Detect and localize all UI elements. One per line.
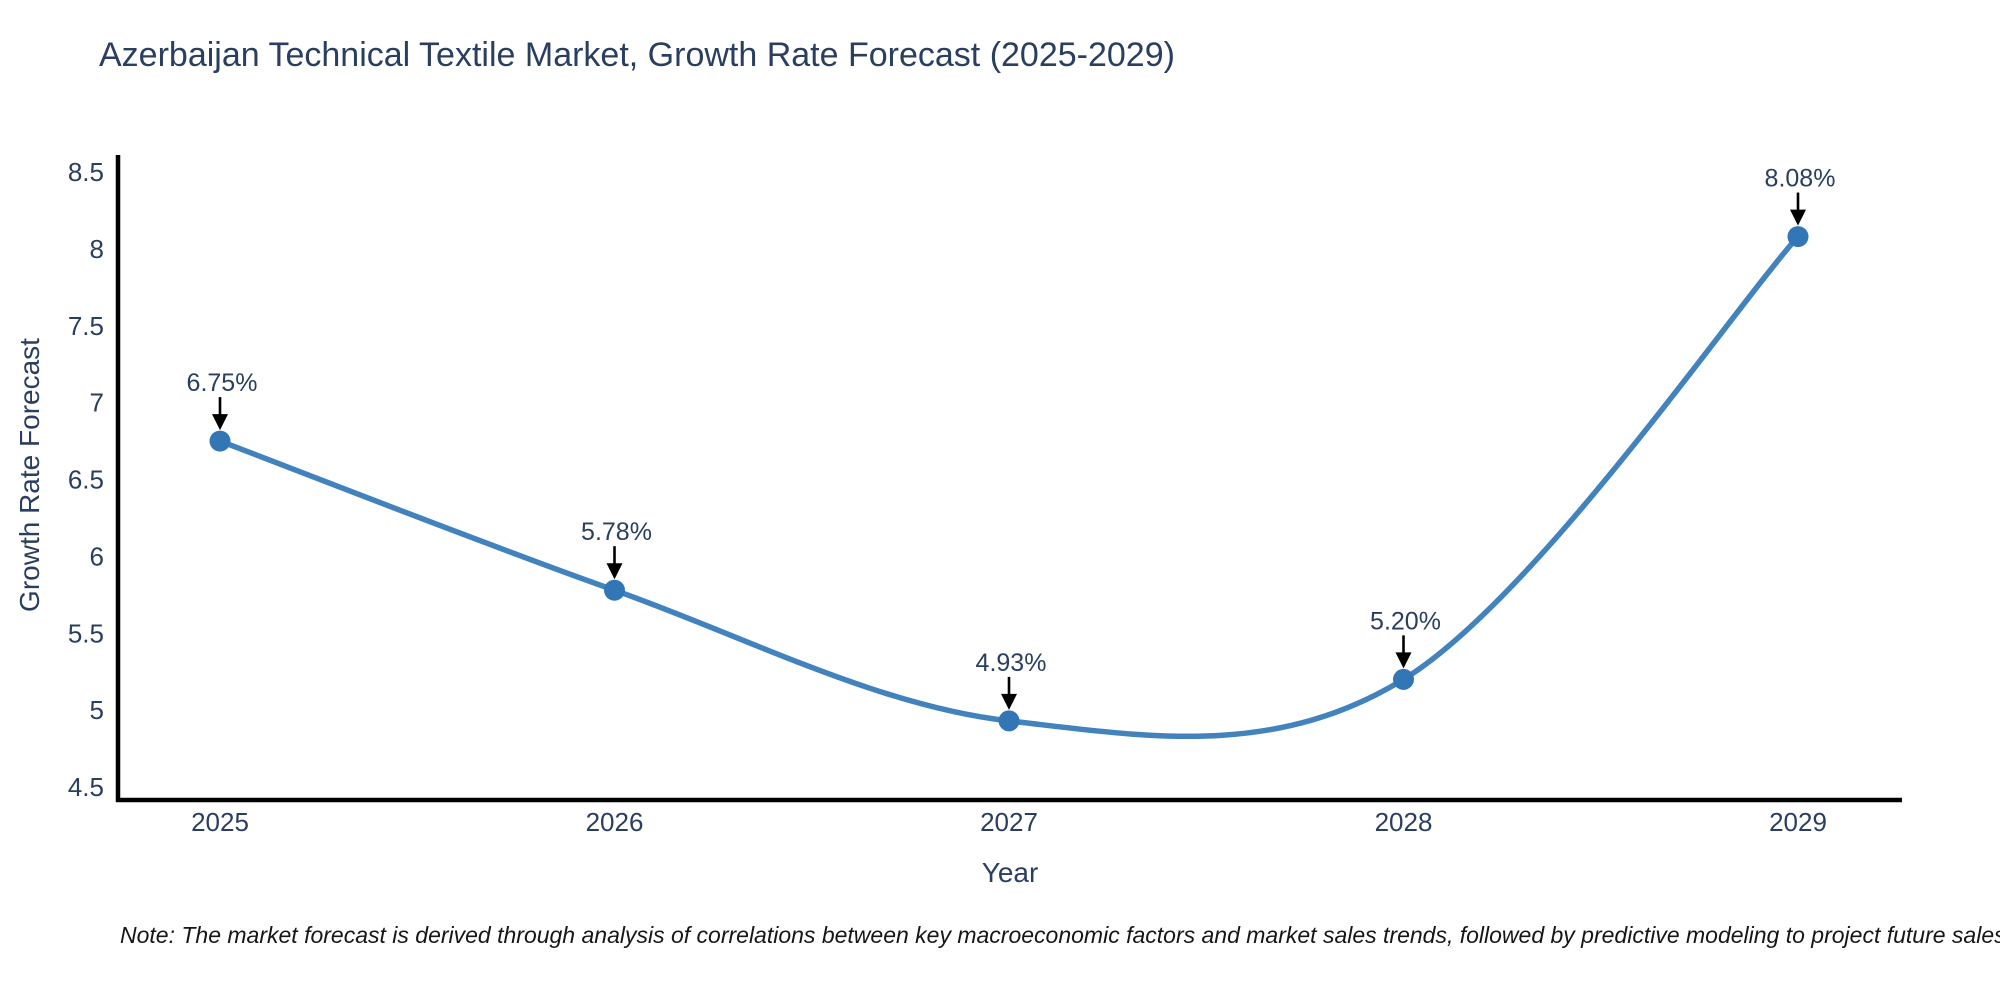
data-point-marker[interactable] (209, 430, 231, 452)
y-tick-label: 5.5 (68, 618, 104, 648)
x-tick-label: 2025 (191, 807, 249, 837)
annotation-label: 8.08% (1765, 165, 1836, 193)
footnote: Note: The market forecast is derived thr… (120, 922, 2000, 948)
annotation-arrowhead-icon (1395, 652, 1412, 669)
x-tick-label: 2028 (1375, 807, 1433, 837)
series-line[interactable] (217, 233, 1801, 739)
y-tick-label: 7 (90, 388, 104, 418)
y-tick-label: 6.5 (68, 465, 104, 495)
y-tick-label: 8.5 (68, 157, 104, 187)
y-tick-label: 6 (90, 541, 104, 571)
annotation-label: 5.78% (581, 518, 652, 546)
data-point-marker[interactable] (604, 579, 625, 601)
annotation-label: 6.75% (187, 369, 258, 397)
y-tick-label: 5 (90, 695, 104, 725)
annotation-arrowhead-icon (606, 563, 623, 580)
annotation-arrowhead-icon (1790, 209, 1806, 226)
x-tick-label: 2027 (980, 807, 1038, 837)
x-tick-label: 2029 (1769, 807, 1827, 837)
y-tick-label: 7.5 (68, 311, 104, 341)
x-tick-label: 2026 (586, 807, 644, 837)
y-tick-label: 4.5 (68, 772, 104, 802)
data-point-marker[interactable] (1787, 226, 1809, 248)
data-point-marker[interactable] (998, 710, 1020, 732)
x-axis-title: Year (981, 857, 1039, 888)
data-point-marker[interactable] (1393, 668, 1414, 690)
annotation-label: 4.93% (976, 649, 1047, 677)
y-tick-label: 8 (90, 234, 104, 264)
annotation-arrowhead-icon (212, 414, 228, 431)
annotation-arrowhead-icon (1001, 693, 1017, 710)
chart-title: Azerbaijan Technical Textile Market, Gro… (99, 36, 1175, 74)
annotation-label: 5.20% (1370, 607, 1441, 635)
